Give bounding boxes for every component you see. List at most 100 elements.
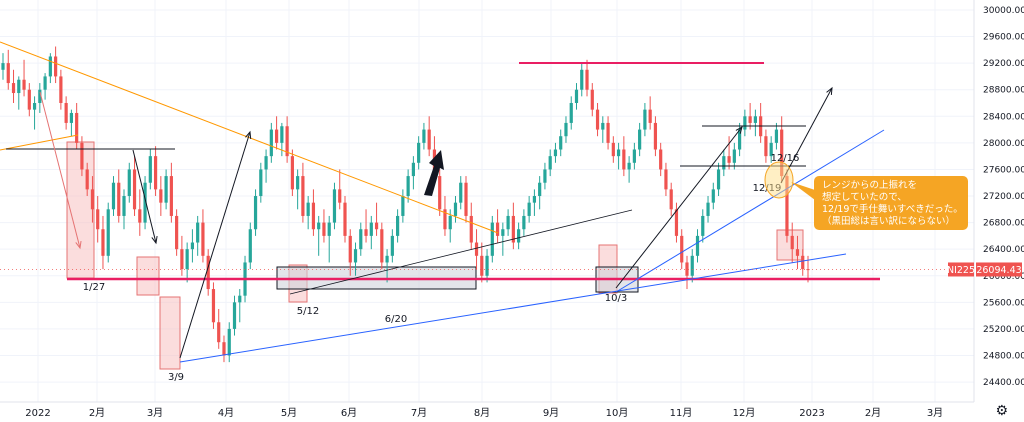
candle-body [801,255,805,270]
arrow-pink [39,91,81,249]
candle-body [301,176,305,216]
candle-body [274,129,279,143]
candle-body [80,142,84,170]
candle-body [795,249,800,256]
candle-body [211,289,216,323]
candle-body [664,169,668,190]
callout-line: レンジからの上振れを [822,179,917,191]
candle-body [727,156,731,163]
candle-body [443,209,447,230]
candle-body [643,109,647,130]
candle-body [411,162,415,177]
candle-body [327,222,331,236]
candle-body [59,76,63,103]
candle-body [322,222,326,236]
candle-body [469,215,473,243]
thin-trend-line [289,209,633,295]
arrow-pink-head [75,241,82,250]
candle-body [69,112,73,123]
candle-body [353,249,358,263]
candle-body [164,176,168,203]
candle-body [111,182,116,210]
candle-body [785,176,789,236]
x-tick-label: 3月 [147,407,163,419]
candle-body [580,69,584,90]
price-value: 26094.43 [976,265,1021,276]
candle-body [217,322,221,343]
candle-body [317,222,321,230]
candle-body [338,189,342,203]
callout-pointer [791,182,815,200]
candle-body [485,255,489,276]
y-tick-label: 26800.00 [983,219,1024,229]
candle-body [506,215,510,230]
candle-body [32,102,37,110]
candle-body [232,302,237,329]
arrow-head [826,86,833,96]
y-tick-label: 29600.00 [983,33,1024,43]
candle-body [606,122,610,143]
candle-body [585,69,589,90]
candle-body [306,202,310,216]
candles [1,46,810,363]
candle-body [1,63,5,70]
y-tick-label: 27200.00 [983,192,1024,202]
candle-body [122,196,126,216]
candle-body [738,129,742,150]
candle-body [553,149,558,157]
candle-body [369,222,373,236]
candle-body [385,255,389,263]
candle-body [627,162,631,170]
y-tick-label: 25600.00 [983,298,1024,308]
candle-body [285,126,289,157]
date-label: 12/16 [771,153,800,164]
candle-body [175,215,179,250]
x-tick-label: 2月 [89,407,105,419]
candle-body [743,116,747,130]
candle-body [638,129,642,150]
candle-body [511,215,515,243]
arrow [179,131,251,359]
candle-body [85,169,89,190]
candle-body [495,222,500,236]
candle-body [732,149,736,163]
candle-body [659,149,663,170]
candle-body [616,149,621,157]
candle-body [716,169,721,190]
y-tick-label: 26400.00 [983,245,1024,255]
candle-body [401,196,405,216]
candle-body [117,182,121,216]
candle-body [143,182,147,223]
candle-body [227,328,231,356]
candle-body [459,182,463,203]
arrow-head [735,125,743,134]
candle-body [269,129,273,157]
callout: レンジからの上振れを想定していたので、12/19で手仕舞いすべきだった。（黒田総… [764,161,968,230]
candle-body [206,255,210,290]
candle-body [264,156,268,170]
candle-body [474,242,479,256]
candle-body [90,189,95,210]
x-tick-label: 10月 [606,407,629,419]
candle-body [653,122,658,150]
callout-box [814,176,968,230]
candle-body [43,76,47,90]
callout-line: （黒田総は言い訳にならない） [822,215,955,227]
date-label: 10/3 [605,293,627,304]
candle-body [674,209,679,236]
candle-body [569,102,573,123]
candle-body [769,142,773,157]
candle-body [248,229,252,263]
candle-body [559,136,563,150]
drawing-lines [0,41,885,363]
candle-body [406,176,410,197]
candle-body [11,83,16,94]
candle-body [148,156,152,183]
date-label: 1/27 [83,282,105,293]
candle-body [538,182,542,197]
gear-icon[interactable]: ⚙ [995,403,1008,419]
highlight-circle [764,161,794,199]
bold-arrow [424,150,444,196]
arrow [615,126,743,289]
